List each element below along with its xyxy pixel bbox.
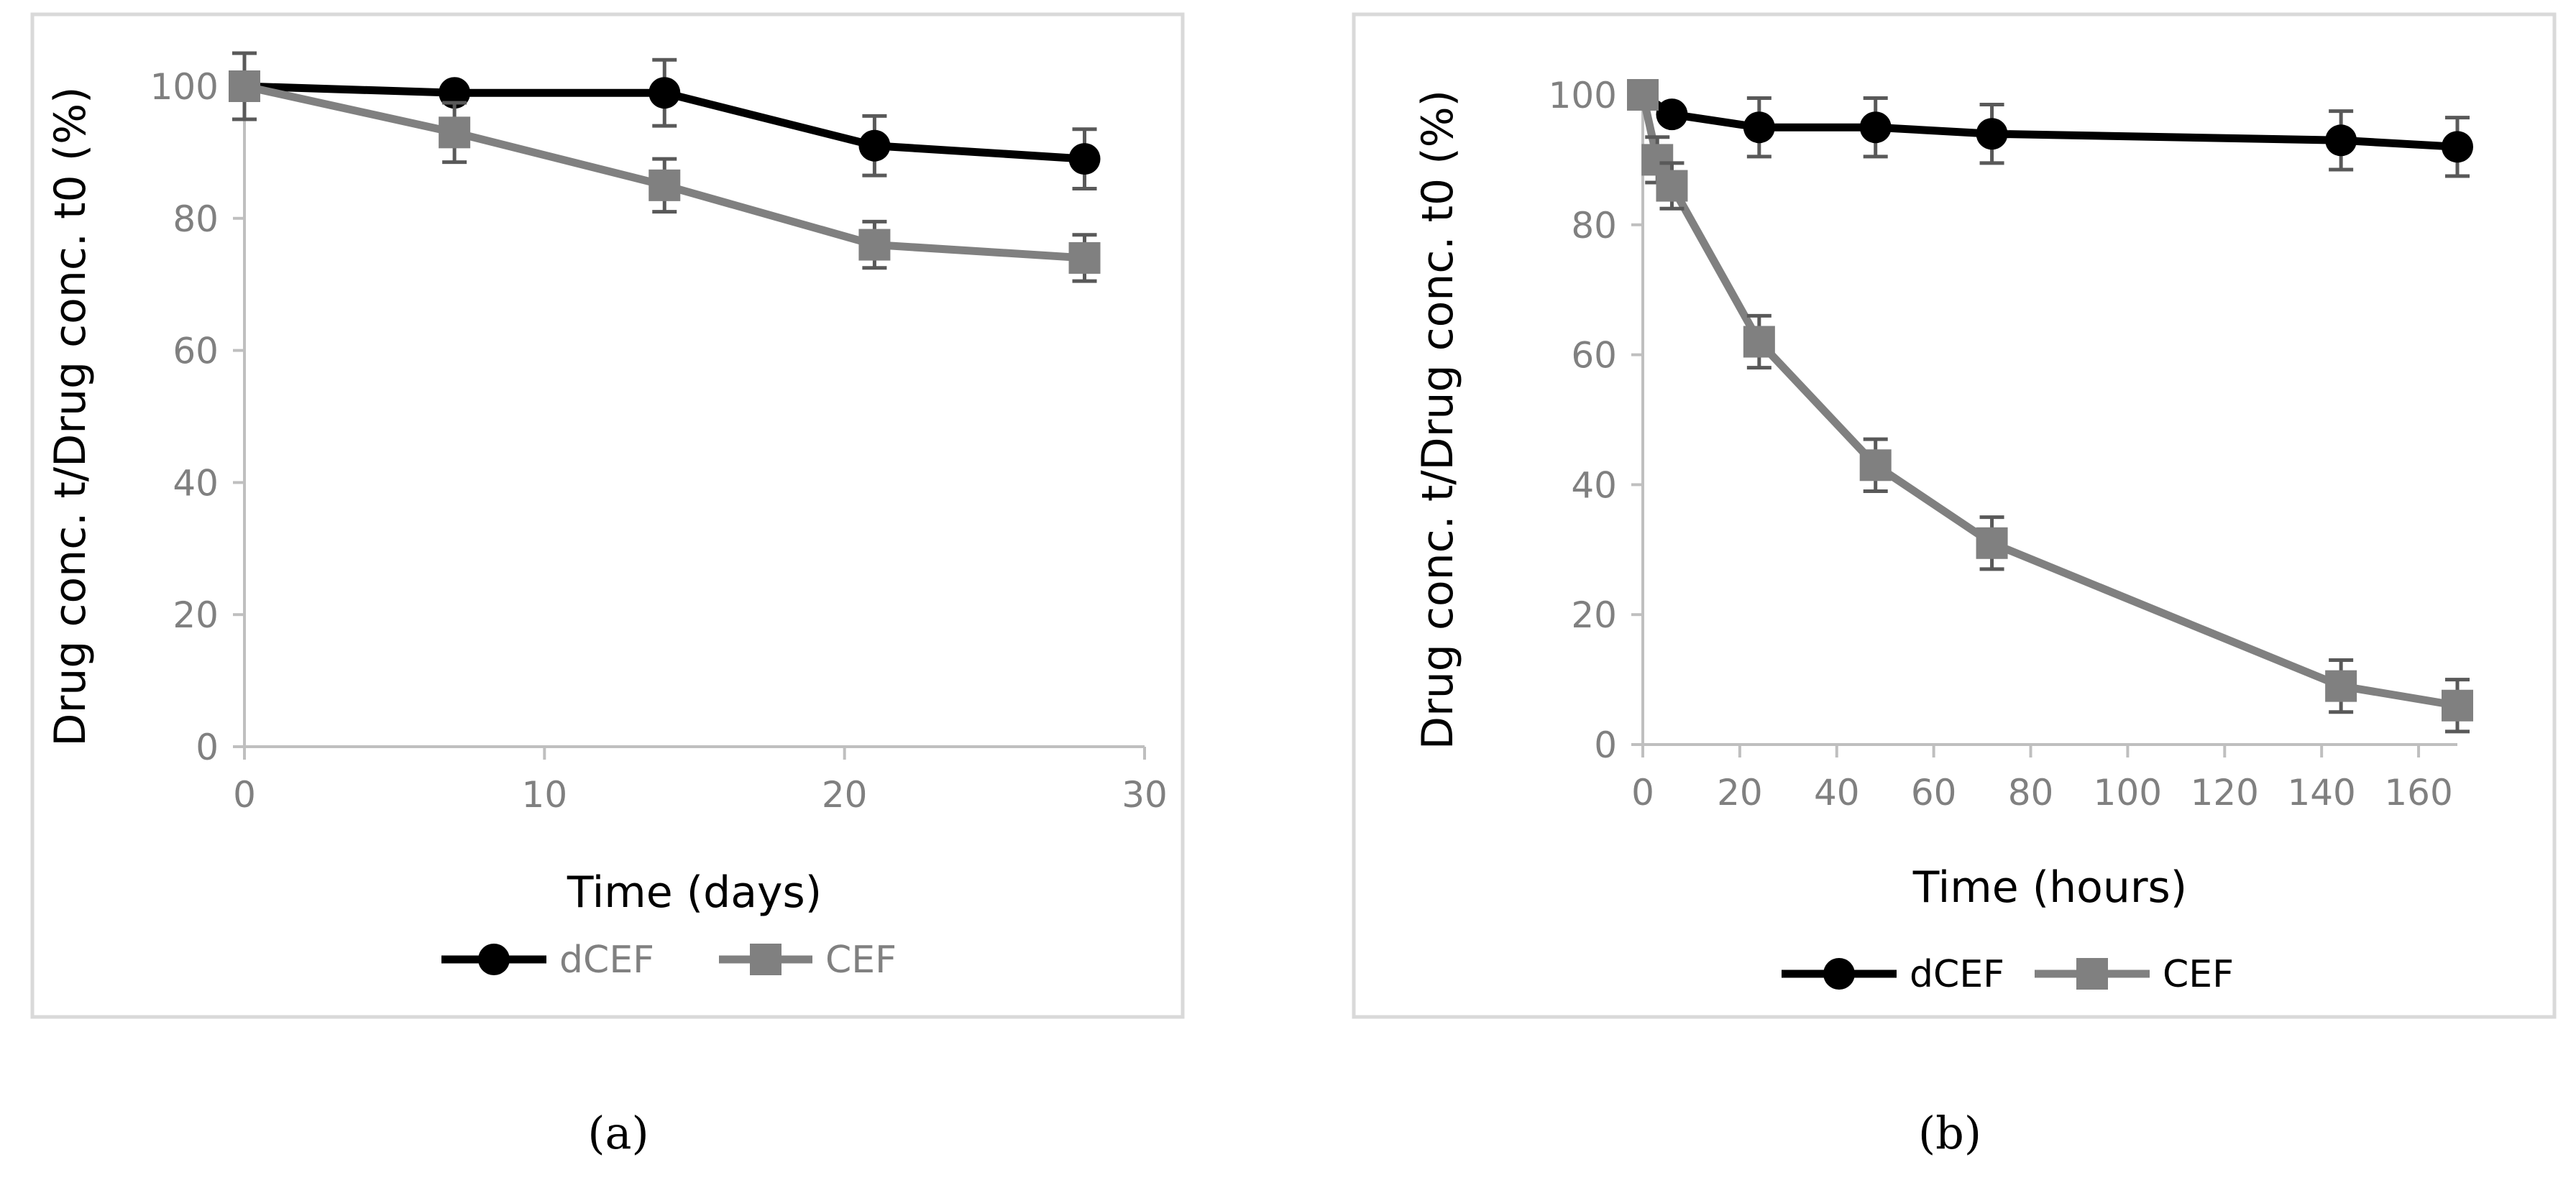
data-point xyxy=(1859,449,1892,482)
x-tick-label: 30 xyxy=(1122,774,1168,816)
data-point xyxy=(229,70,260,102)
data-point xyxy=(1976,527,2008,559)
data-point xyxy=(1656,98,1688,131)
x-tick-label: 100 xyxy=(2094,772,2162,814)
chart-panel-a: 0 20 40 60 80 100 0 10 20 30 Drug conc. t/Drug con… xyxy=(30,12,1185,1019)
y-tick-label: 80 xyxy=(173,198,219,240)
y-tick-label: 60 xyxy=(173,331,219,372)
x-tick-label: 140 xyxy=(2287,772,2355,814)
data-point xyxy=(1976,118,2008,150)
y-tick-label: 20 xyxy=(1571,594,1617,636)
data-point xyxy=(858,129,891,162)
y-tick-label: 100 xyxy=(150,66,219,108)
x-tick-label: 120 xyxy=(2191,772,2259,814)
x-tick-label: 160 xyxy=(2384,772,2452,814)
data-point xyxy=(439,77,471,109)
data-point xyxy=(1656,170,1688,202)
y-tick-label: 20 xyxy=(173,594,219,636)
y-tick-label: 0 xyxy=(1594,724,1617,766)
y-axis-title: Drug conc. t/Drug conc. t0 (%) xyxy=(1413,90,1463,750)
data-point xyxy=(1627,79,1659,111)
figure-caption: (b) xyxy=(1918,1107,1981,1159)
x-tick-label: 0 xyxy=(233,774,256,816)
chart-frame xyxy=(30,12,1185,1019)
data-point xyxy=(1859,111,1892,144)
y-tick-label: 0 xyxy=(196,727,219,768)
legend-marker xyxy=(2076,958,2108,990)
x-tick-label: 10 xyxy=(522,774,568,816)
x-tick-label: 0 xyxy=(1631,772,1654,814)
data-point xyxy=(1068,143,1101,175)
x-axis-title: Time (hours) xyxy=(1912,862,2187,913)
data-point xyxy=(858,229,891,261)
y-tick-label: 80 xyxy=(1571,205,1617,247)
data-point xyxy=(2325,670,2357,702)
x-tick-label: 20 xyxy=(1717,772,1763,814)
data-point xyxy=(1743,326,1775,358)
y-tick-label: 60 xyxy=(1571,335,1617,377)
legend-marker xyxy=(478,944,510,975)
x-axis-title: Time (days) xyxy=(567,867,822,918)
data-point xyxy=(2442,131,2473,163)
data-point xyxy=(1068,241,1101,274)
series-dCEF xyxy=(1627,79,2473,178)
y-tick-label: 40 xyxy=(1571,464,1617,506)
data-point xyxy=(439,116,471,149)
data-point xyxy=(2325,124,2357,157)
legend-marker xyxy=(1823,958,1855,990)
figure-caption: (a) xyxy=(587,1107,648,1159)
x-tick-label: 80 xyxy=(2008,772,2054,814)
series-CEF xyxy=(1627,79,2473,734)
legend-label: CEF xyxy=(825,939,897,982)
legend-label: dCEF xyxy=(559,939,654,982)
series-CEF xyxy=(229,51,1101,283)
data-point xyxy=(2442,689,2473,722)
legend-label: dCEF xyxy=(1910,953,2004,996)
legend-label: CEF xyxy=(2163,953,2234,996)
x-tick-label: 60 xyxy=(1911,772,1957,814)
x-tick-label: 20 xyxy=(822,774,868,816)
data-point xyxy=(648,77,681,109)
y-axis-title: Drug conc. t/Drug conc. t0 (%) xyxy=(45,86,96,746)
y-tick-label: 100 xyxy=(1549,75,1617,116)
data-point xyxy=(648,169,681,201)
data-point xyxy=(1743,111,1775,144)
chart-panel-b: 0 20 40 60 80 100 0 20 40 60 80 100 120 140 160 Drug co… xyxy=(1352,12,2557,1019)
y-tick-label: 40 xyxy=(173,462,219,504)
legend-marker xyxy=(750,944,781,975)
x-tick-label: 40 xyxy=(1814,772,1860,814)
